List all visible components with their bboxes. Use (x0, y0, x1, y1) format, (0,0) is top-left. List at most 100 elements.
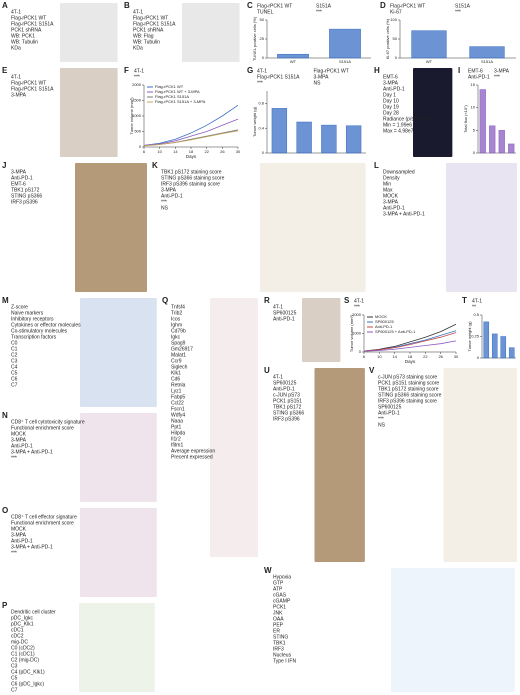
panel-label: *** (316, 9, 322, 15)
panel-label: Flag-rPCK1 S151A (11, 86, 54, 92)
image-panel (60, 68, 118, 157)
panel-label: NS (314, 80, 322, 86)
panel-label: C4 (pDC_Klk1) (11, 669, 45, 675)
bar (271, 108, 288, 154)
panel-label: Tnfsf4 (171, 304, 185, 310)
panel-label: C2 (11, 352, 18, 358)
panel-label: C1 (cDC1) (11, 651, 35, 657)
image-panel (443, 368, 517, 562)
panel-letter: H (374, 66, 380, 75)
y-tick-label: 25 (260, 36, 265, 41)
panel-label: 4T-1 (133, 9, 143, 15)
panel-label: Type I IFN (273, 658, 296, 664)
panel-label: GTP (273, 580, 284, 586)
panel-label: cGAMP (273, 598, 291, 604)
panel-label: Retnla (171, 382, 186, 388)
series-line (363, 332, 457, 352)
series-line (363, 340, 457, 352)
panel-letter: V (369, 366, 375, 375)
y-tick-label: 0 (473, 150, 476, 155)
panel-label: 3-MPA (494, 68, 510, 74)
panel-letter: C (247, 1, 253, 10)
panel-label: C1 (11, 346, 18, 352)
panel-letter: R (264, 296, 270, 305)
panel-label: Functional enrichment score (11, 520, 74, 526)
bar (479, 89, 486, 154)
panel-label: MOCK (11, 526, 27, 532)
panel-letter: I (458, 66, 460, 75)
panel-label: CD8⁺ T cell effector signature (11, 514, 77, 520)
panel-label: Flag-rPCK1 WT (390, 3, 425, 9)
panel-label: PCK1 pS151 (273, 398, 302, 404)
bar (491, 333, 498, 359)
panel-label: Anti-PD-1 (378, 410, 400, 416)
panel-label: Min = 1.99e6 (383, 122, 412, 128)
panel-label: C6 (pDC_Igkc) (11, 681, 44, 687)
y-tick-label: 1000 (132, 113, 142, 118)
panel-label: Anti-PD-1 (161, 193, 183, 199)
legend-label: SP600125 (375, 319, 394, 324)
panel-label: 4T-1 (257, 68, 267, 74)
panel-label: 3-MPA (11, 437, 27, 443)
panel-letter: J (2, 161, 6, 170)
panel-label: STING pS366 (273, 410, 304, 416)
image-panel (80, 413, 157, 502)
panel-label: C4 (11, 364, 18, 370)
panel-label: STING pS366 staining score (161, 175, 225, 181)
panel-label: WB: Flag (133, 33, 154, 39)
panel-label: PCK1 shRNA (11, 27, 42, 33)
panel-label: Anti-PD-1 (383, 86, 405, 92)
panel-label: KDa (133, 45, 143, 51)
panel-label: Ifitm1 (171, 442, 183, 448)
panel-label: TBK1 pS172 (273, 404, 302, 410)
x-tick-label: 26 (438, 354, 443, 359)
panel-label: Flag-rPCK1 S151A (133, 21, 176, 27)
x-tick-label: 14 (173, 149, 178, 154)
y-axis-label: Ki-67 positive cells (%) (385, 18, 390, 59)
panel-label: cGAS (273, 592, 287, 598)
panel-label: EMT-6 (468, 68, 483, 74)
panel-letter: B (124, 1, 130, 10)
x-tick-label: 6 (143, 149, 146, 154)
bar (489, 125, 496, 154)
panel-label: Transcription factors (11, 334, 57, 340)
panel-label: EMT-6 (383, 74, 398, 80)
panel-label: C5 (11, 370, 18, 376)
panel-letter: K (152, 161, 158, 170)
bar (508, 347, 515, 359)
image-panel (446, 163, 518, 292)
panel-label: cDC2 (11, 633, 24, 639)
panel-label: 4T-1 (472, 298, 482, 304)
legend-label: Flag-rPCK1 S151A + 3-MPA (155, 99, 206, 104)
legend-label: Flag-rPCK1 S151A (155, 94, 189, 99)
panel-letter: P (2, 601, 8, 610)
panel-label: ** (472, 304, 476, 310)
image-panel (75, 163, 147, 292)
x-axis-label: Days (186, 154, 197, 159)
panel-label: *** (11, 550, 17, 556)
panel-label: Day 28 (383, 110, 399, 116)
image-panel (314, 368, 365, 562)
panel-label: NS (161, 205, 169, 211)
panel-label: TBK1 (273, 640, 286, 646)
y-tick-label: 500 (134, 129, 141, 134)
y-tick-label: 1000 (352, 331, 362, 336)
bar (329, 28, 361, 59)
panel-label: PEP (273, 622, 284, 628)
panel-label: Nucleus (273, 652, 292, 658)
panel-label: Flag-rPCK1 WT (133, 15, 168, 21)
panel-label: Igkc (171, 334, 181, 340)
image-panel (182, 3, 240, 62)
y-axis-label: Tumor volume (mm³) (349, 314, 354, 352)
panel-label: WB: Tubulin (133, 39, 160, 45)
panel-letter: O (2, 506, 8, 515)
x-tick-label: 30 (236, 149, 241, 154)
x-tick-label: S151A (339, 59, 351, 64)
panel-label: IRF3 pS396 (11, 199, 38, 205)
panel-label: KDa (11, 45, 21, 51)
x-tick-label: 6 (363, 354, 366, 359)
image-panel (80, 298, 157, 407)
panel-label: ER (273, 628, 280, 634)
panel-label: PCK1 pS151 staining score (378, 380, 439, 386)
panel-label: Lyz1 (171, 388, 182, 394)
